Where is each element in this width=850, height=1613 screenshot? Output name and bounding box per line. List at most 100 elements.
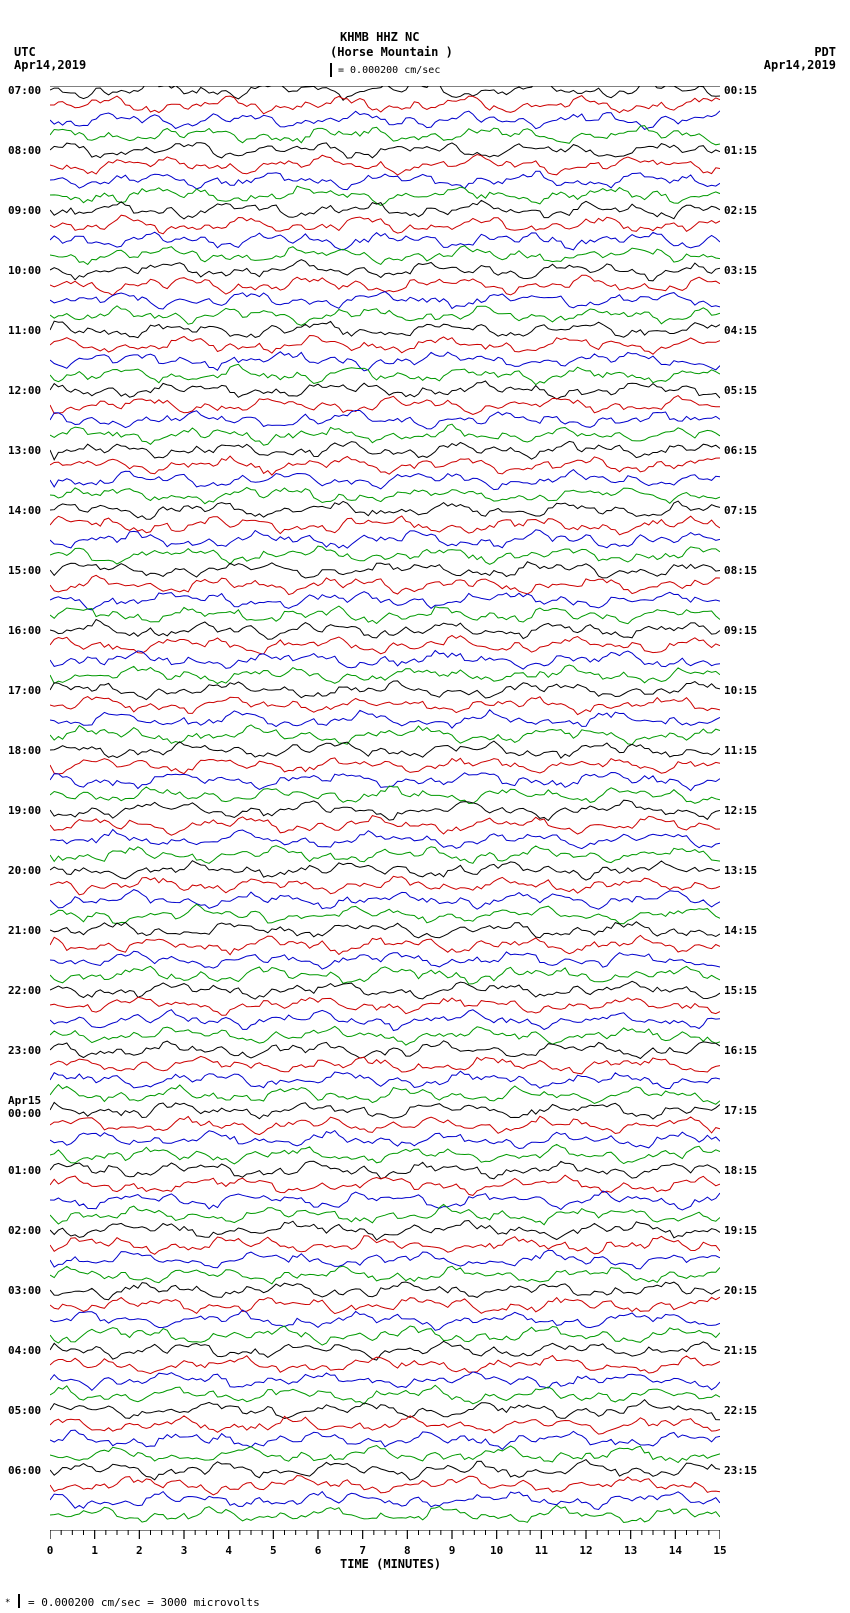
seismic-trace (50, 636, 720, 655)
left-tick-label: 12:00 (8, 384, 48, 397)
right-tick-label: 01:15 (724, 144, 757, 157)
seismic-trace (50, 800, 720, 820)
seismic-trace (50, 1416, 720, 1434)
x-tick-label: 6 (315, 1544, 322, 1557)
seismic-trace (50, 1056, 720, 1073)
seismic-trace (50, 651, 720, 670)
right-tick-label: 05:15 (724, 384, 757, 397)
seismic-trace (50, 96, 720, 114)
left-tick-label: 15:00 (8, 564, 48, 577)
footer-scale-bar-icon (18, 1594, 20, 1608)
left-tick-label: Apr15 (8, 1094, 48, 1107)
seismic-trace (50, 488, 720, 504)
left-tick-label: 08:00 (8, 144, 48, 157)
seismic-trace (50, 143, 720, 158)
seismic-trace (50, 1385, 720, 1404)
seismic-trace (50, 1131, 720, 1149)
right-tick-label: 23:15 (724, 1464, 757, 1477)
seismic-trace (50, 1356, 720, 1374)
x-tick-label: 2 (136, 1544, 143, 1557)
seismic-trace (50, 1191, 720, 1210)
right-tick-label: 21:15 (724, 1344, 757, 1357)
seismic-trace (50, 1161, 720, 1179)
seismic-trace (50, 1071, 720, 1088)
x-tick-label: 13 (624, 1544, 637, 1557)
seismic-trace (50, 1250, 720, 1269)
seismogram-plot (50, 86, 720, 1534)
seismic-trace (50, 592, 720, 610)
seismic-trace (50, 861, 720, 880)
station-name: (Horse Mountain ) (330, 45, 453, 59)
x-tick-label: 3 (181, 1544, 188, 1557)
seismic-trace (50, 1492, 720, 1510)
seismic-trace (50, 665, 720, 684)
x-tick-label: 8 (404, 1544, 411, 1557)
right-tick-label: 15:15 (724, 984, 757, 997)
seismic-trace (50, 336, 720, 355)
left-tick-label: 23:00 (8, 1044, 48, 1057)
seismic-trace (50, 725, 720, 745)
x-tick-label: 1 (91, 1544, 98, 1557)
right-tick-label: 04:15 (724, 324, 757, 337)
seismic-trace (50, 786, 720, 804)
seismic-trace (50, 981, 720, 999)
seismic-trace (50, 562, 720, 578)
seismic-trace (50, 773, 720, 791)
seismic-trace (50, 411, 720, 429)
seismic-trace (50, 876, 720, 895)
seismic-trace (50, 830, 720, 849)
x-tick-label: 7 (359, 1544, 366, 1557)
seismic-trace (50, 1236, 720, 1255)
left-tick-label: 09:00 (8, 204, 48, 217)
seismic-trace (50, 111, 720, 130)
left-tick-label: 14:00 (8, 504, 48, 517)
footer-text: = 0.000200 cm/sec = 3000 microvolts (28, 1596, 260, 1609)
x-tick-label: 4 (225, 1544, 232, 1557)
left-tz: UTC (14, 45, 36, 59)
seismic-trace (50, 816, 720, 836)
x-tick-label: 15 (713, 1544, 726, 1557)
left-tick-label: 06:00 (8, 1464, 48, 1477)
seismic-trace (50, 1085, 720, 1105)
left-tick-label: 03:00 (8, 1284, 48, 1297)
seismic-trace (50, 456, 720, 475)
seismic-trace (50, 246, 720, 265)
right-tz: PDT (814, 45, 836, 59)
right-tick-label: 22:15 (724, 1404, 757, 1417)
left-tick-label: 17:00 (8, 684, 48, 697)
right-tick-label: 16:15 (724, 1044, 757, 1057)
seismic-trace (50, 1102, 720, 1119)
x-tick-label: 0 (47, 1544, 54, 1557)
seismic-trace (50, 1026, 720, 1045)
seismic-trace (50, 1476, 720, 1495)
right-tick-label: 03:15 (724, 264, 757, 277)
left-tick-label: 18:00 (8, 744, 48, 757)
seismic-trace (50, 997, 720, 1015)
seismic-trace (50, 1446, 720, 1463)
seismic-trace (50, 681, 720, 700)
left-tick-label: 00:00 (8, 1107, 48, 1120)
right-tick-label: 18:15 (724, 1164, 757, 1177)
seismic-trace (50, 890, 720, 910)
right-tick-label: 02:15 (724, 204, 757, 217)
seismic-trace (50, 1297, 720, 1313)
seismic-trace (50, 155, 720, 176)
footer-asterisk: * (5, 1598, 10, 1608)
seismic-trace (50, 710, 720, 728)
seismic-trace (50, 530, 720, 548)
seismic-trace (50, 126, 720, 145)
right-tick-label: 17:15 (724, 1104, 757, 1117)
seismic-trace (50, 620, 720, 640)
x-tick-label: 5 (270, 1544, 277, 1557)
left-tick-label: 22:00 (8, 984, 48, 997)
seismic-trace (50, 846, 720, 864)
left-tick-label: 11:00 (8, 324, 48, 337)
right-tick-label: 10:15 (724, 684, 757, 697)
seismic-trace (50, 501, 720, 519)
right-tick-label: 08:15 (724, 564, 757, 577)
right-tick-label: 07:15 (724, 504, 757, 517)
seismic-trace (50, 292, 720, 309)
left-tick-label: 13:00 (8, 444, 48, 457)
seismic-trace (50, 1460, 720, 1481)
left-tick-label: 07:00 (8, 84, 48, 97)
